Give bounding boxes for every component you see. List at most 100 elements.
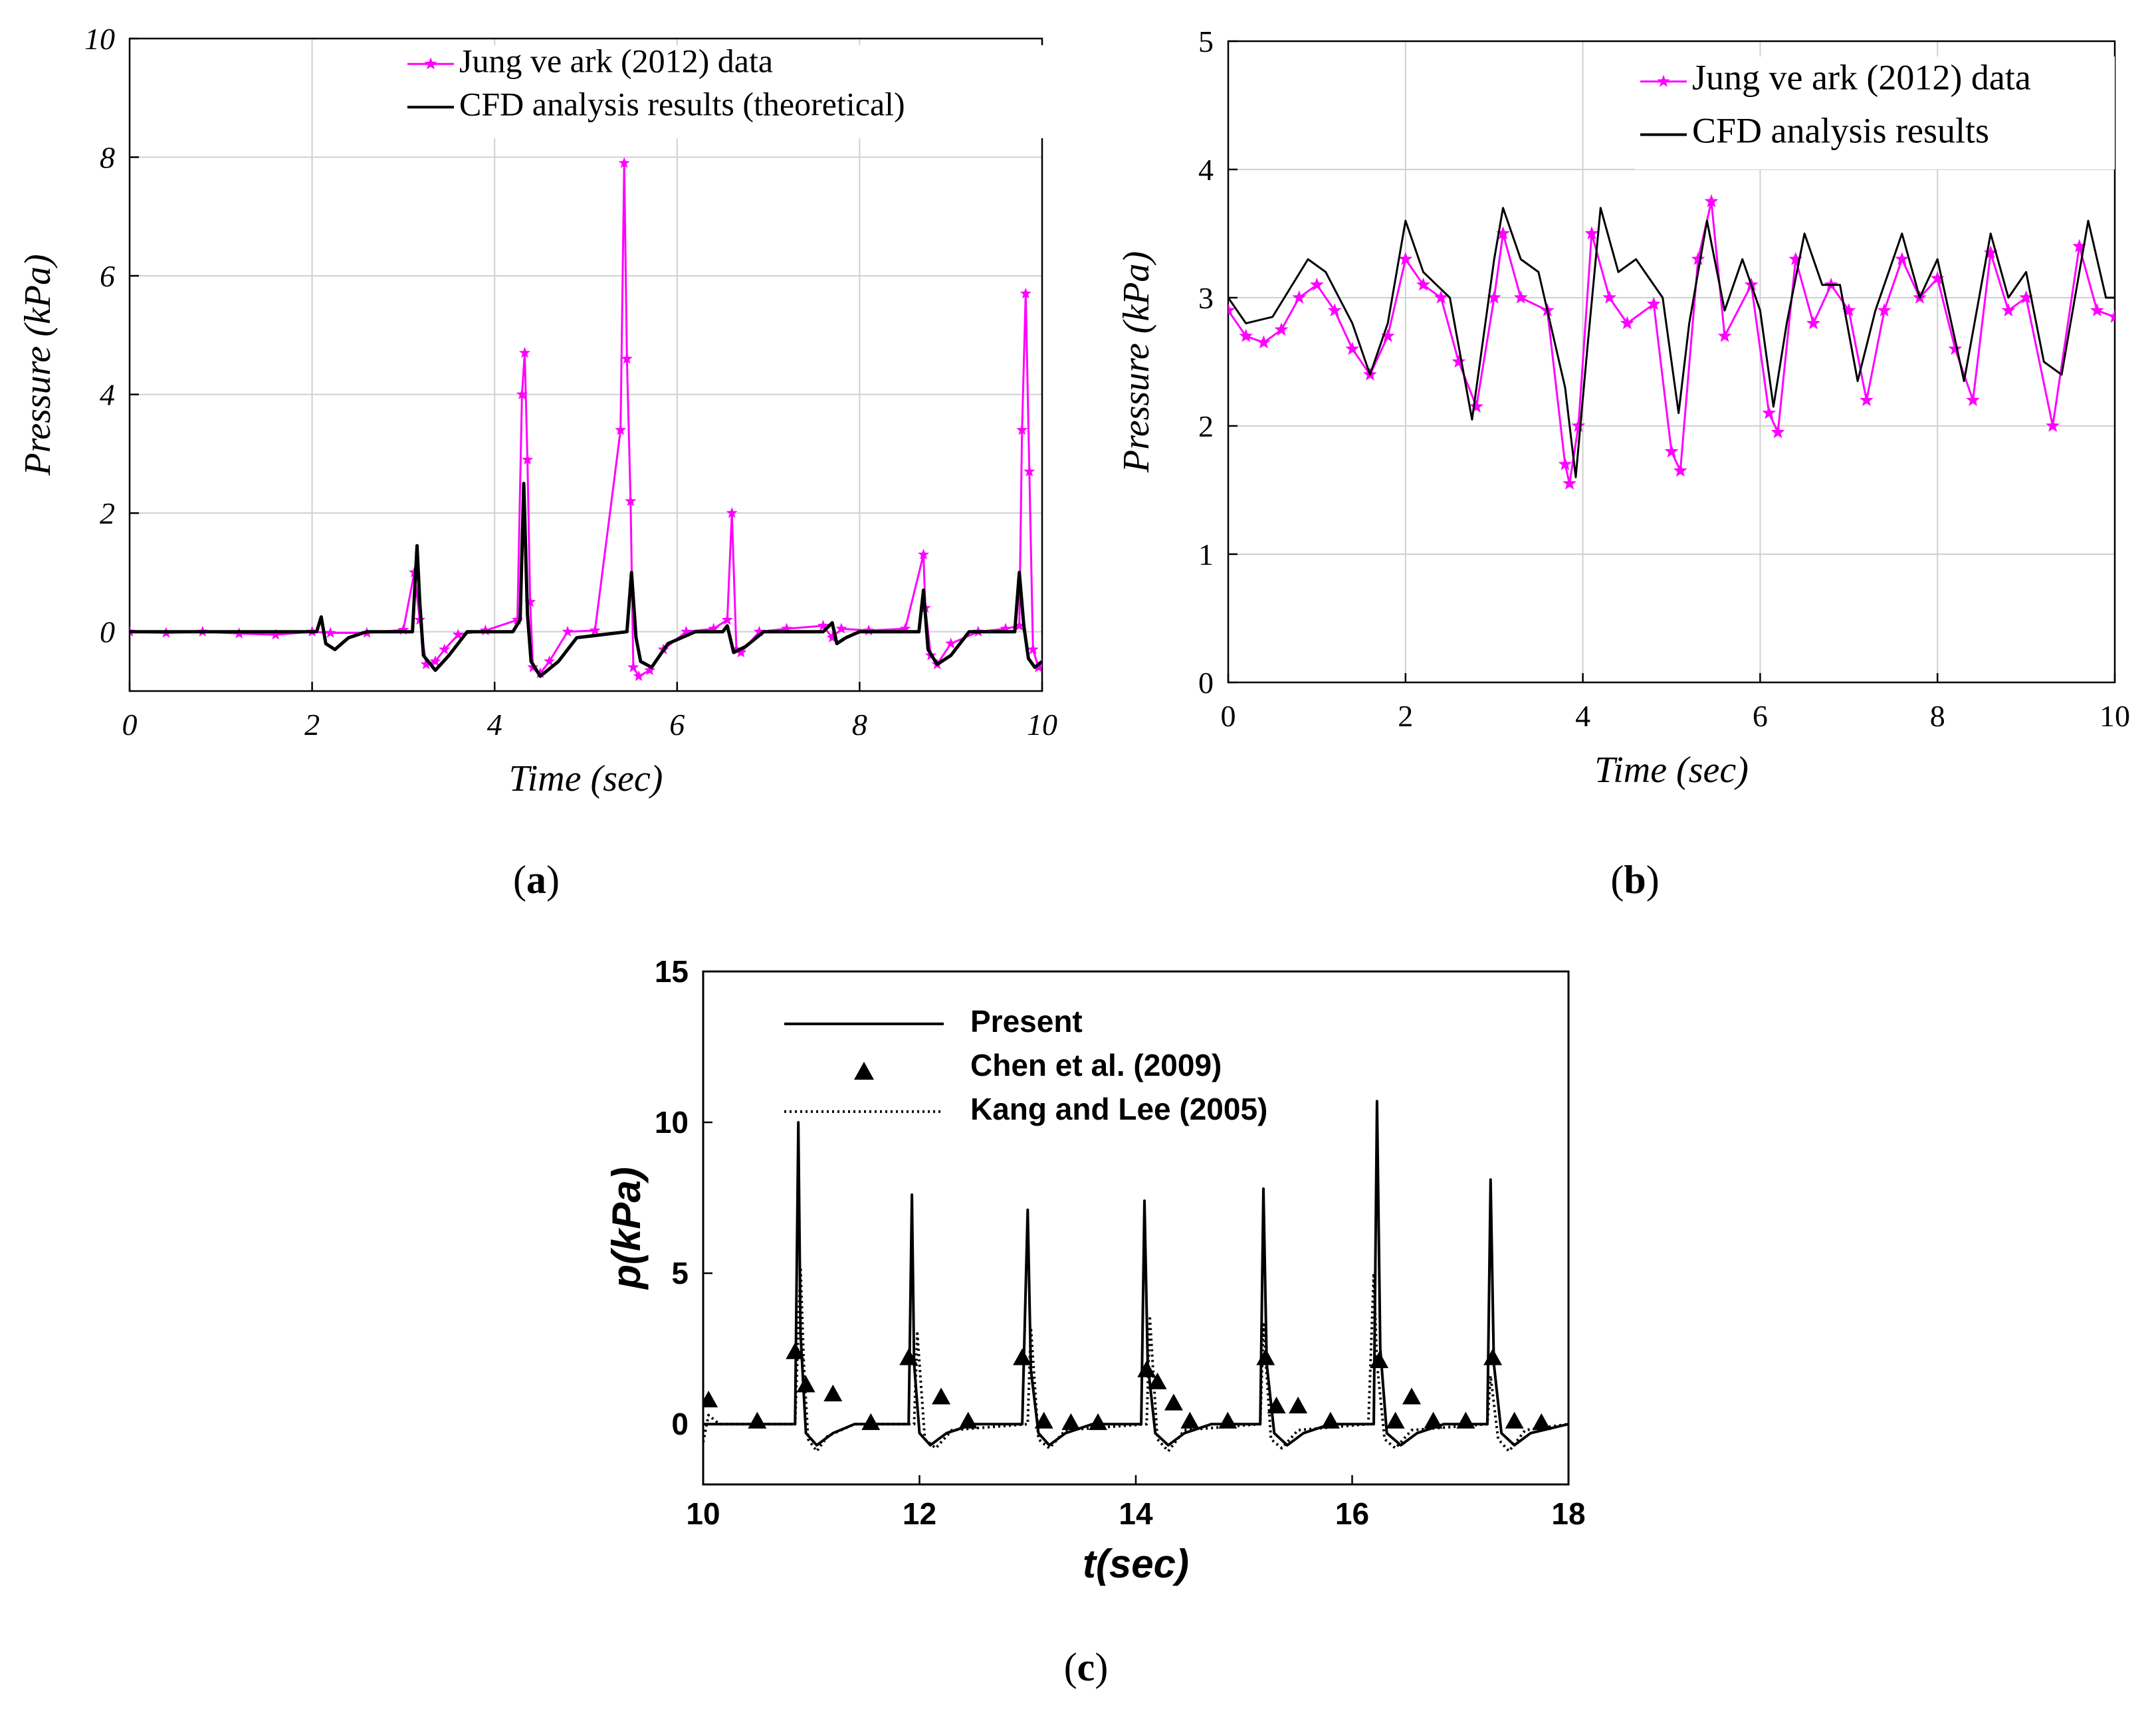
chart-b-xtick-label-2: 4: [1575, 699, 1590, 733]
chart-a-ytick-label-3: 6: [100, 259, 115, 293]
chart-b-series-0-point-14: [1469, 399, 1483, 413]
chart-c-legend-label-2: Kang and Lee (2005): [970, 1092, 1267, 1126]
chart-b-series-0-point-17: [1513, 290, 1528, 304]
chart-b-series-0-point-43: [1948, 342, 1963, 355]
chart-c-series-1-point-28: [1505, 1411, 1524, 1429]
caption-a-letter: a: [526, 858, 546, 902]
chart-c-series-1-point-10: [1034, 1411, 1053, 1429]
chart-a-series-0-point-16: [512, 613, 524, 625]
chart-c-series-1-point-14: [1148, 1372, 1167, 1389]
chart-b-series-0-point-40: [1895, 252, 1909, 265]
chart-c-series-1-point-4: [823, 1384, 843, 1401]
chart-a-series-0-point-34: [681, 625, 693, 637]
chart-c-svg: 10 12 14 16 18 0 5 10 15 t(sec) p(kPa) Present Chen …: [604, 954, 1586, 1586]
chart-a-series-0-point-23: [544, 655, 556, 666]
chart-a-series-0-point-29: [625, 495, 637, 506]
caption-b: (b): [1610, 858, 1660, 902]
chart-a-series-0-point-4: [270, 629, 282, 640]
chart-a-series-0-point-40: [753, 625, 765, 637]
chart-b-series-0-point-6: [1327, 303, 1342, 317]
chart-a-series-0-point-12: [429, 655, 441, 666]
chart-b-legend-label-0: Jung ve ark (2012) data: [1692, 58, 2031, 98]
chart-a-xlabel: Time (sec): [509, 758, 663, 799]
chart-a-ytick-label-2: 4: [100, 378, 115, 412]
chart-c-ylabel: p(kPa): [604, 1167, 649, 1290]
chart-a-series-0-point-44: [835, 623, 847, 634]
chart-a-ytick-label-1: 2: [100, 496, 115, 530]
chart-b-legend-bg: [1635, 56, 2115, 169]
chart-a-series-0-point-38: [730, 643, 742, 655]
chart-c-xtick-label-1: 12: [903, 1496, 936, 1531]
chart-c-series-1-point-27: [1483, 1348, 1503, 1365]
chart-b-xtick-label-0: 0: [1221, 699, 1236, 733]
chart-b-series-0-point-25: [1646, 296, 1661, 310]
chart-c-legend-marker-1: [854, 1061, 874, 1080]
chart-a-series-0-point-20: [524, 596, 536, 607]
chart-panel-b: 0 2 4 6 8 10 0 1 2 3 4 5 Time (sec) Pressure (kPa) Jun…: [1103, 0, 2156, 930]
chart-c-legend-label-0: Present: [970, 1004, 1083, 1039]
chart-b-series-0-point-4: [1292, 290, 1307, 304]
chart-a-legend-label-1: CFD analysis results (theoretical): [459, 85, 905, 122]
chart-a-series-0-point-58: [1027, 643, 1039, 655]
chart-a-legend-label-0: Jung ve ark (2012) data: [459, 42, 773, 79]
chart-a-series-0-point-31: [633, 670, 645, 681]
chart-a-legend-bg: [402, 45, 1043, 138]
chart-b-legend-label-1: CFD analysis results: [1692, 111, 1989, 151]
chart-a-xtick-label-0: 0: [122, 708, 138, 742]
chart-a-series-0-point-53: [1000, 623, 1012, 634]
chart-b-series-0-point-2: [1256, 335, 1271, 349]
chart-b-series-0-point-48: [2046, 419, 2060, 432]
chart-a-xtick-label-2: 4: [487, 708, 502, 742]
chart-b-ytick-label-4: 4: [1198, 153, 1214, 187]
chart-b-series-0-point-0: [1228, 303, 1236, 317]
chart-b-series-0-point-27: [1673, 463, 1687, 477]
chart-c-legend-item-2: Kang and Lee (2005): [784, 1092, 1267, 1126]
chart-a-series-0-point-35: [708, 623, 720, 634]
chart-c-series-1-point-0: [703, 1390, 718, 1408]
chart-b-series-0-point-30: [1717, 328, 1732, 342]
chart-c-series-1-point-21: [1321, 1411, 1340, 1429]
chart-a-series-0-point-14: [452, 629, 464, 640]
chart-b-series-0-point-1: [1239, 328, 1253, 342]
chart-a-series-0-point-57: [1024, 465, 1035, 476]
chart-a-series-0-point-11: [420, 658, 432, 670]
chart-a-series-0-point-41: [781, 623, 793, 634]
chart-a-series-0-point-32: [644, 664, 656, 675]
chart-c-legend-label-1: Chen et al. (2009): [970, 1048, 1222, 1082]
chart-b-series-0-point-29: [1704, 194, 1719, 208]
chart-a-series-0-point-6: [324, 627, 336, 638]
chart-b-legend-item-0: Jung ve ark (2012) data: [1640, 58, 2031, 98]
chart-a-series-0-point-19: [522, 453, 534, 465]
chart-b-series-0-point-32: [1762, 405, 1777, 419]
chart-a-svg: 0 2 4 6 8 10 0 2 4 6 8 10 Time (sec) Pressure (kPa) Ju…: [17, 22, 1057, 799]
chart-b-series-0-point-45: [1983, 245, 1998, 259]
chart-a-series-0-point-55: [1016, 424, 1028, 435]
chart-c-series-1-point-7: [932, 1387, 951, 1405]
chart-b-xlabel: Time (sec): [1594, 750, 1749, 791]
chart-a-series-0-point-13: [439, 643, 451, 655]
chart-panel-c: 10 12 14 16 18 0 5 10 15 t(sec) p(kPa) Present Chen …: [565, 930, 1628, 1661]
chart-c-series-1-point-16: [1180, 1411, 1200, 1429]
chart-b-series-0-point-42: [1930, 271, 1945, 284]
chart-a-legend: Jung ve ark (2012) data CFD analysis resu…: [402, 42, 1043, 138]
chart-b-ytick-label-3: 3: [1198, 281, 1214, 315]
chart-b-ytick-label-0: 0: [1198, 666, 1214, 700]
chart-a-legend-item-0: Jung ve ark (2012) data: [407, 42, 773, 79]
chart-a-series-0-point-36: [721, 613, 733, 625]
chart-b-series-0-point-38: [1860, 393, 1874, 407]
chart-c-series-1-point-22: [1370, 1351, 1389, 1369]
chart-a-series-0-point-46: [899, 623, 911, 634]
chart-a-series-0-line: [130, 162, 1042, 678]
chart-c-ytick-label-1: 5: [671, 1256, 689, 1290]
caption-b-letter: b: [1624, 858, 1646, 902]
chart-c-series-1-point-24: [1402, 1387, 1422, 1405]
chart-b-series-0-point-33: [1771, 425, 1785, 439]
chart-a-ytick-label-4: 8: [100, 141, 115, 175]
chart-b-xtick-label-5: 10: [2100, 699, 2130, 733]
chart-a-series-0-point-26: [615, 424, 627, 435]
chart-b-series-0-point-35: [1806, 316, 1820, 330]
chart-a-frame: [128, 37, 1043, 692]
chart-b-xtick-label-1: 2: [1398, 699, 1413, 733]
chart-c-xlabel: t(sec): [1083, 1542, 1189, 1586]
chart-b-series-0-point-12: [1434, 290, 1448, 304]
